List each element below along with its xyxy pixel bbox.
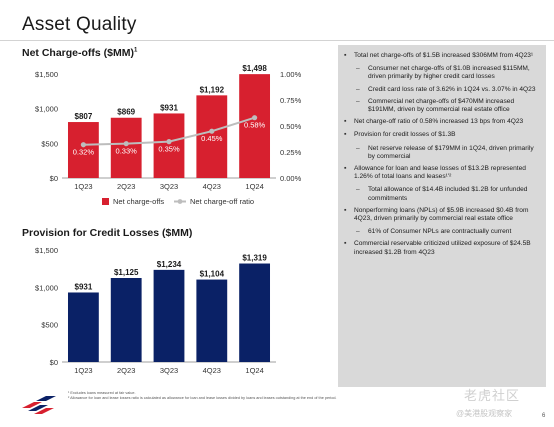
bullet-item: Allowance for loan and lease losses of $… [344,165,538,181]
bullet-item: Provision for credit losses of $1.3B [344,131,538,139]
bar-value-label: $931 [160,103,178,112]
footnote-2: ² Allowance for loan and lease losses ra… [68,396,337,400]
bullet-item: Net charge-off ratio of 0.58% increased … [344,118,538,126]
legend-label: Net charge-off ratio [190,197,254,206]
ratio-point [252,115,258,121]
y2-tick-label: 0.50% [280,122,302,131]
chart1-title: Net Charge-offs ($MM)1 [22,47,138,59]
y-tick-label: $0 [50,358,58,367]
bar [67,292,99,362]
bar [110,117,142,178]
ratio-point [209,128,215,134]
bullet-item: Nonperforming loans (NPLs) of $5.9B incr… [344,207,538,223]
ratio-point [123,141,129,147]
footnotes: ¹ Excludes loans measured at fair value.… [68,391,368,401]
bar [110,278,142,362]
y-tick-label: $1,000 [35,283,58,292]
sub-bullet-item: Total allowance of $14.4B included $1.2B… [344,186,538,202]
page-number: 6 [542,413,546,419]
bar [153,269,185,362]
title-divider [0,40,554,41]
bar-value-label: $1,104 [200,270,225,279]
y-tick-label: $1,500 [35,70,58,79]
y-tick-label: $0 [50,174,58,183]
bullet-item: Total net charge-offs of $1.5B increased… [344,52,538,60]
commentary-list: Total net charge-offs of $1.5B increased… [344,52,538,257]
ratio-value-label: 0.45% [201,134,223,143]
sub-bullet-item: 61% of Consumer NPLs are contractually c… [344,228,538,236]
net-chargeoffs-chart: $1,500 $1,000 $500 $0 1.00% 0.75% 0.50% 0.25% 0.… [35,64,302,206]
page-title: Asset Quality [22,14,137,35]
sub-bullet-item: Commercial net charge-offs of $470MM inc… [344,98,538,114]
sub-bullet-item: Credit card loss rate of 3.62% in 1Q24 v… [344,86,538,94]
legend-swatch-bar [102,198,109,205]
x-tick-label: 2Q23 [117,366,135,375]
bar-value-label: $1,319 [242,254,267,263]
y-tick-label: $1,500 [35,246,58,255]
bar-value-label: $1,125 [114,268,139,277]
x-tick-label: 4Q23 [203,182,221,191]
ratio-point [80,142,86,148]
bar-value-label: $931 [75,282,93,291]
bar-value-label: $1,234 [157,260,182,269]
y2-tick-label: 0.75% [280,96,302,105]
sub-bullet-item: Consumer net charge-offs of $1.0B increa… [344,65,538,81]
commentary-panel: Total net charge-offs of $1.5B increased… [338,45,546,387]
bar [196,95,228,178]
x-tick-label: 1Q23 [74,366,92,375]
x-tick-label: 1Q24 [245,366,263,375]
ratio-value-label: 0.35% [158,145,180,154]
x-tick-label: 1Q24 [245,182,263,191]
ratio-value-label: 0.32% [73,148,95,157]
legend-swatch-marker [177,199,183,204]
y2-tick-label: 0.25% [280,148,302,157]
y2-tick-label: 1.00% [280,70,302,79]
y-tick-label: $500 [41,321,58,330]
bar [153,113,185,178]
bar-value-label: $807 [75,112,93,121]
sub-bullet-item: Net reserve release of $179MM in 1Q24, d… [344,145,538,161]
bank-flag-logo-icon [22,396,56,414]
bar [239,263,271,362]
x-tick-label: 3Q23 [160,366,178,375]
provision-chart: $1,500 $1,000 $500 $0 $931 1Q23 $1,125 2Q23 $1,2… [35,246,276,375]
x-tick-label: 1Q23 [74,182,92,191]
x-tick-label: 2Q23 [117,182,135,191]
bar [196,279,228,362]
watermark-handle: @美港股观察家 [456,409,513,418]
x-tick-label: 3Q23 [160,182,178,191]
x-tick-label: 4Q23 [203,366,221,375]
bullet-item: Commercial reservable criticized utilize… [344,240,538,256]
bar-value-label: $869 [117,108,135,117]
watermark-text: 老虎社区 [464,388,521,403]
y-tick-label: $1,000 [35,105,58,114]
legend-label: Net charge-offs [113,197,164,206]
ratio-point [166,139,172,145]
ratio-value-label: 0.33% [116,147,138,156]
ratio-value-label: 0.58% [244,121,266,130]
bar-value-label: $1,192 [200,85,225,94]
chart2-title: Provision for Credit Losses ($MM) [22,227,193,239]
bar-value-label: $1,498 [242,64,267,73]
footnote-1: ¹ Excludes loans measured at fair value. [68,391,136,395]
y2-tick-label: 0.00% [280,174,302,183]
bar [67,122,99,178]
y-tick-label: $500 [41,139,58,148]
bar [239,74,271,178]
